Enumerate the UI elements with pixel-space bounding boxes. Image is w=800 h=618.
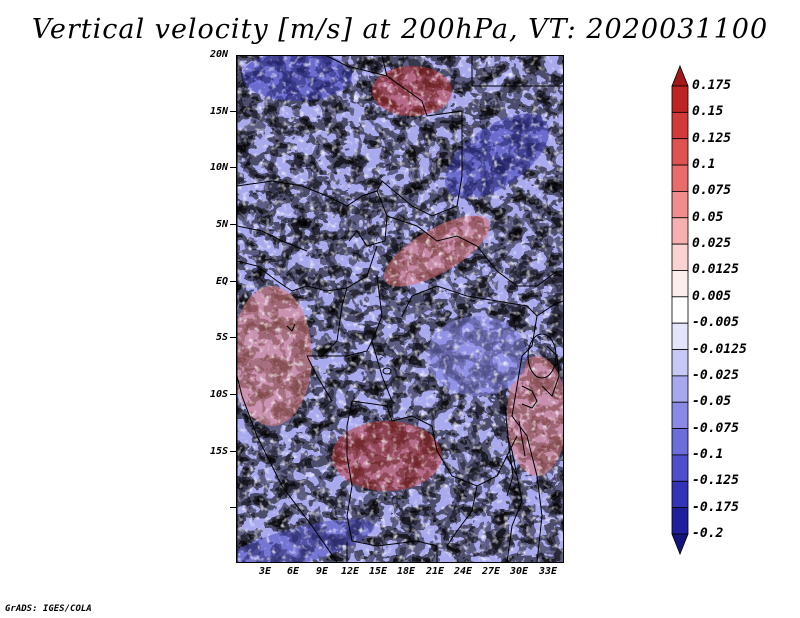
lon-label: 27E — [481, 566, 501, 577]
colorbar-label: -0.2 — [692, 526, 724, 541]
colorbar-swatch — [671, 428, 689, 456]
colorbar-label: -0.05 — [692, 394, 732, 410]
lon-label: 33E — [538, 566, 558, 577]
lat-label: 5N — [215, 219, 228, 230]
lat-label: 10S — [209, 389, 228, 400]
lon-label: 3E — [258, 566, 272, 577]
lat-tick — [230, 451, 236, 452]
colorbar-label: -0.075 — [692, 420, 739, 436]
lon-label: 21E — [425, 566, 445, 577]
colorbar-label: -0.175 — [692, 499, 739, 515]
colorbar-swatch — [671, 533, 689, 556]
grads-credit: GrADS: IGES/COLA — [5, 604, 92, 614]
lat-tick — [230, 507, 236, 508]
colorbar-label: -0.1 — [692, 446, 724, 462]
colorbar-label: -0.0125 — [692, 341, 747, 357]
zero-contours — [237, 56, 563, 562]
colorbar-label: 0.005 — [692, 288, 732, 304]
colorbar-label: 0.05 — [692, 209, 724, 225]
colorbar-swatch — [671, 111, 689, 140]
lon-label: 12E — [340, 566, 360, 577]
political-borders — [237, 56, 563, 562]
colorbar-swatch — [671, 454, 689, 482]
colorbar-label: 0.15 — [692, 104, 724, 120]
colorbar-swatch — [671, 85, 689, 113]
lon-label: 15E — [368, 566, 388, 577]
colorbar-label: 0.0125 — [692, 262, 739, 278]
colorbar-swatch — [671, 507, 689, 535]
colorbar-label: 0.175 — [692, 78, 732, 93]
colorbar-swatch — [671, 243, 689, 271]
lat-tick — [230, 394, 236, 395]
colorbar-swatch — [671, 217, 689, 245]
colorbar-swatch — [671, 401, 689, 429]
lat-label: 5S — [215, 332, 228, 343]
lat-tick — [230, 111, 236, 112]
lat-label: 20N — [209, 49, 228, 60]
colorbar-label: -0.005 — [692, 315, 739, 331]
colorbar-swatch — [671, 164, 689, 192]
colorbar-label: 0.075 — [692, 183, 732, 199]
colorbar-label: -0.125 — [692, 473, 739, 489]
colorbar-swatch — [671, 480, 689, 509]
lat-label: 15N — [209, 106, 228, 117]
colorbar-swatch — [671, 138, 689, 166]
lat-label: 10N — [209, 162, 228, 173]
colorbar-label: -0.025 — [692, 367, 739, 383]
lon-label: 18E — [396, 566, 416, 577]
colorbar — [671, 64, 689, 556]
colorbar-swatch — [671, 322, 689, 350]
colorbar-label: 0.125 — [692, 130, 732, 146]
colorbar-swatch — [671, 375, 689, 403]
lat-tick — [230, 224, 236, 225]
colorbar-swatch — [671, 349, 689, 377]
lon-label: 24E — [453, 566, 473, 577]
colorbar-swatch — [671, 270, 689, 298]
lat-tick — [230, 337, 236, 338]
colorbar-swatch — [671, 191, 689, 219]
lon-label: 6E — [286, 566, 300, 577]
map-title: Vertical velocity [m/s] at 200hPa, VT: 2… — [31, 14, 769, 45]
lat-tick — [230, 281, 236, 282]
colorbar-label: 0.1 — [692, 157, 716, 173]
lat-tick — [230, 167, 236, 168]
lat-label: 15S — [209, 446, 228, 457]
lat-label: EQ — [215, 276, 228, 287]
lon-label: 30E — [509, 566, 529, 577]
lakes — [382, 333, 557, 497]
velocity-map — [236, 55, 564, 563]
map-field — [237, 56, 563, 562]
colorbar-swatch — [671, 296, 689, 324]
colorbar-label: 0.025 — [692, 236, 732, 252]
lon-label: 9E — [315, 566, 329, 577]
colorbar-swatch — [671, 64, 689, 87]
